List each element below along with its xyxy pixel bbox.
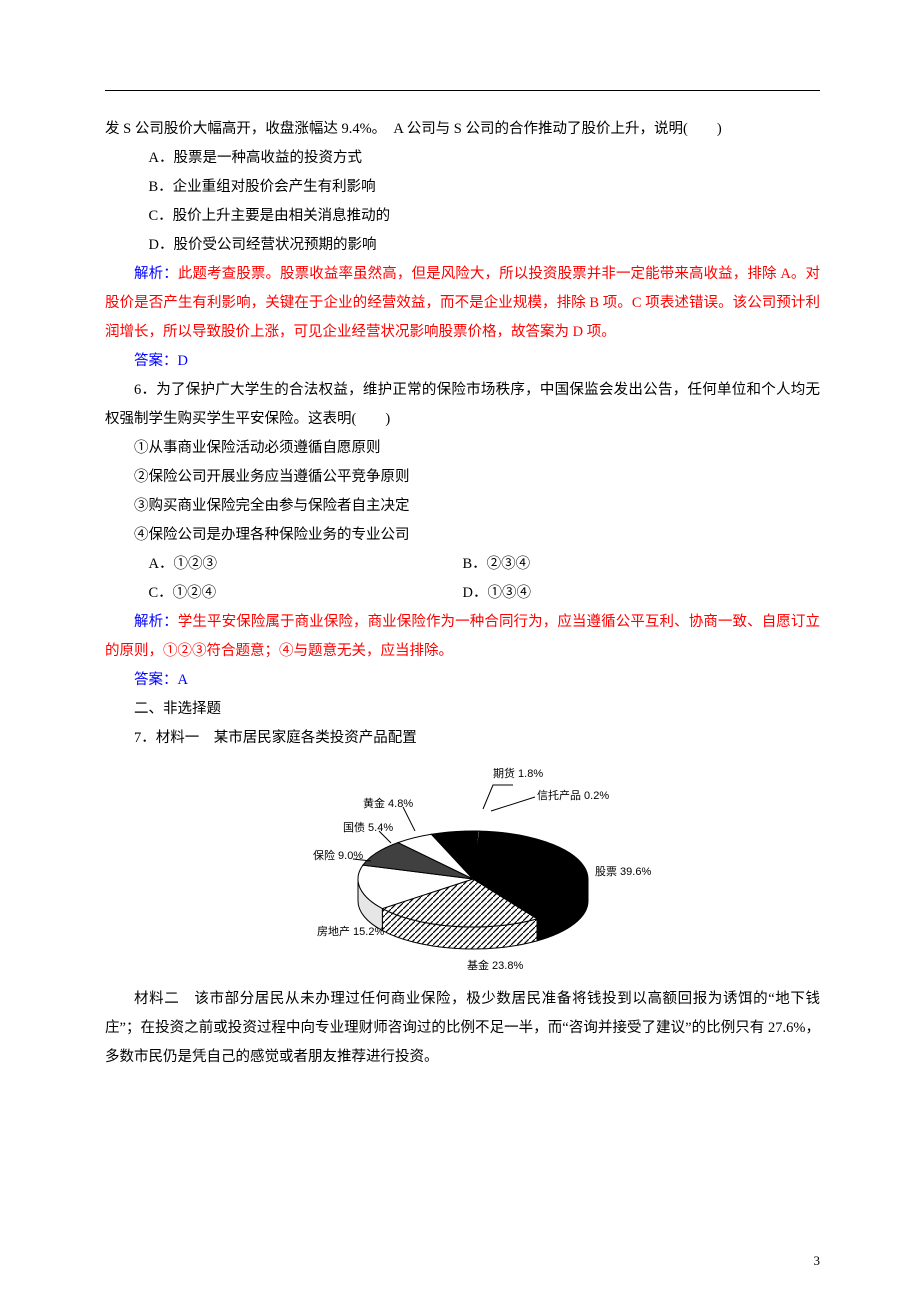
q7-material2-text: 该市部分居民从未办理过任何商业保险，极少数居民准备将钱投到以高额回报为诱饵的“地… xyxy=(105,991,820,1065)
q6-prop-1: ①从事商业保险活动必须遵循自愿原则 xyxy=(105,434,820,463)
pie-label: 股票 39.6% xyxy=(595,865,651,878)
q6-answer-value: A xyxy=(178,672,188,688)
q7-material2-label: 材料二 xyxy=(134,991,194,1007)
q6-prop-2: ②保险公司开展业务应当遵循公平竞争原则 xyxy=(105,463,820,492)
q5-answer-value: D xyxy=(178,353,188,369)
page-number: 3 xyxy=(814,1248,821,1274)
pie-label: 黄金 4.8% xyxy=(363,796,413,810)
q6-option-d: D．①③④ xyxy=(463,579,821,608)
q6-option-b: B．②③④ xyxy=(463,550,821,579)
q6-answer: 答案：A xyxy=(105,666,820,695)
top-rule xyxy=(105,90,820,91)
q5-analysis: 解析：此题考查股票。股票收益率虽然高，但是风险大，所以投资股票并非一定能带来高收… xyxy=(105,260,820,347)
q6-analysis-label: 解析： xyxy=(134,614,178,630)
pie-chart-wrap: 期货 1.8% 信托产品 0.2% 股票 39.6% 基金 23.8% 房地产 15.2… xyxy=(105,759,820,979)
q6-prop-4: ④保险公司是办理各种保险业务的专业公司 xyxy=(105,521,820,550)
pie-label: 保险 9.0% xyxy=(313,848,363,862)
pie-label: 信托产品 0.2% xyxy=(537,788,609,802)
q5-stem-cont: 发 S 公司股价大幅高开，收盘涨幅达 9.4%。 A 公司与 S 公司的合作推动… xyxy=(105,115,820,144)
q5-analysis-label: 解析： xyxy=(134,266,178,282)
pie-label: 基金 23.8% xyxy=(467,958,523,972)
q5-analysis-text: 此题考查股票。股票收益率虽然高，但是风险大，所以投资股票并非一定能带来高收益，排… xyxy=(105,266,820,340)
q6-answer-label: 答案： xyxy=(134,672,178,688)
q7-material2: 材料二 该市部分居民从未办理过任何商业保险，极少数居民准备将钱投到以高额回报为诱… xyxy=(105,985,820,1072)
q7-material1: 7．材料一 某市居民家庭各类投资产品配置 xyxy=(105,724,820,753)
q5-answer-label: 答案： xyxy=(134,353,178,369)
q5-option-a: A．股票是一种高收益的投资方式 xyxy=(105,144,820,173)
q6-option-row-2: C．①②④ D．①③④ xyxy=(105,579,820,608)
q5-option-c: C．股价上升主要是由相关消息推动的 xyxy=(105,202,820,231)
q6-stem: 6．为了保护广大学生的合法权益，维护正常的保险市场秩序，中国保监会发出公告，任何… xyxy=(105,376,820,434)
section2-title: 二、非选择题 xyxy=(105,695,820,724)
pie-label: 期货 1.8% xyxy=(493,766,543,780)
q6-option-a: A．①②③ xyxy=(105,550,463,579)
q6-analysis-text: 学生平安保险属于商业保险，商业保险作为一种合同行为，应当遵循公平互利、协商一致、… xyxy=(105,614,820,659)
q5-answer: 答案：D xyxy=(105,347,820,376)
pie-label: 国债 5.4% xyxy=(343,820,393,834)
pie-label: 房地产 15.2% xyxy=(317,924,384,938)
q6-analysis: 解析：学生平安保险属于商业保险，商业保险作为一种合同行为，应当遵循公平互利、协商… xyxy=(105,608,820,666)
q5-option-d: D．股价受公司经营状况预期的影响 xyxy=(105,231,820,260)
pie-chart: 期货 1.8% 信托产品 0.2% 股票 39.6% 基金 23.8% 房地产 15.2… xyxy=(253,759,673,979)
q6-option-row-1: A．①②③ B．②③④ xyxy=(105,550,820,579)
q6-prop-3: ③购买商业保险完全由参与保险者自主决定 xyxy=(105,492,820,521)
q6-option-c: C．①②④ xyxy=(105,579,463,608)
q5-option-b: B．企业重组对股价会产生有利影响 xyxy=(105,173,820,202)
page: 发 S 公司股价大幅高开，收盘涨幅达 9.4%。 A 公司与 S 公司的合作推动… xyxy=(0,0,920,1302)
